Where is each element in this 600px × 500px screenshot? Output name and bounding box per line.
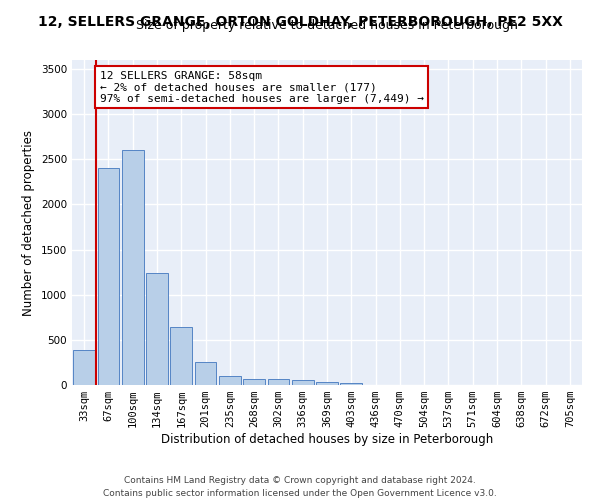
Bar	[316, 382, 338, 385]
Y-axis label: Number of detached properties: Number of detached properties	[22, 130, 35, 316]
Bar	[146, 273, 168, 385]
Bar	[292, 380, 314, 385]
Bar	[194, 362, 217, 385]
Bar	[73, 350, 95, 385]
Bar	[340, 383, 362, 385]
X-axis label: Distribution of detached houses by size in Peterborough: Distribution of detached houses by size …	[161, 433, 493, 446]
Text: 12 SELLERS GRANGE: 58sqm
← 2% of detached houses are smaller (177)
97% of semi-d: 12 SELLERS GRANGE: 58sqm ← 2% of detache…	[100, 71, 424, 104]
Text: Contains HM Land Registry data © Crown copyright and database right 2024.
Contai: Contains HM Land Registry data © Crown c…	[103, 476, 497, 498]
Bar	[219, 376, 241, 385]
Bar	[243, 378, 265, 385]
Bar	[97, 168, 119, 385]
Bar	[268, 379, 289, 385]
Bar	[170, 327, 192, 385]
Text: 12, SELLERS GRANGE, ORTON GOLDHAY, PETERBOROUGH, PE2 5XX: 12, SELLERS GRANGE, ORTON GOLDHAY, PETER…	[38, 15, 562, 29]
Title: Size of property relative to detached houses in Peterborough: Size of property relative to detached ho…	[136, 20, 518, 32]
Bar	[122, 150, 143, 385]
